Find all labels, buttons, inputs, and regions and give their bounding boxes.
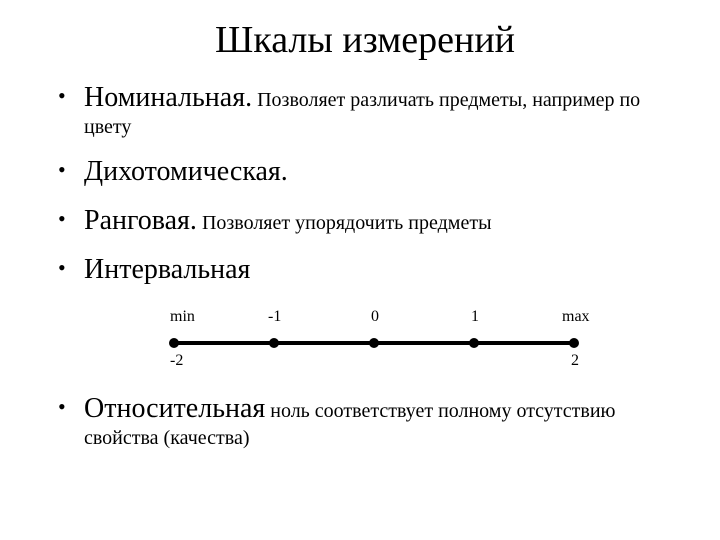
list-item: Интервальная min -2 -1 0 1 max 2 — [58, 252, 680, 373]
term-dichotomic: Дихотомическая. — [84, 156, 288, 187]
number-line-diagram: min -2 -1 0 1 max 2 — [144, 293, 624, 373]
svg-text:1: 1 — [471, 308, 479, 325]
list-item: Относительная ноль соответствует полному… — [58, 391, 680, 451]
svg-text:0: 0 — [371, 308, 379, 325]
term-interval: Интервальная — [84, 254, 250, 285]
svg-text:-1: -1 — [268, 308, 281, 325]
list-item: Номинальная. Позволяет различать предмет… — [58, 80, 680, 140]
bullet-list: Номинальная. Позволяет различать предмет… — [50, 80, 680, 451]
slide-title: Шкалы измерений — [50, 18, 680, 62]
slide: Шкалы измерений Номинальная. Позволяет р… — [0, 0, 720, 540]
term-relative: Относительная — [84, 393, 265, 424]
term-rank: Ранговая. — [84, 205, 197, 236]
list-item: Дихотомическая. — [58, 154, 680, 189]
svg-text:-2: -2 — [170, 352, 183, 369]
svg-text:2: 2 — [571, 352, 579, 369]
svg-text:min: min — [170, 308, 195, 325]
desc-rank: Позволяет упорядочить предметы — [202, 212, 492, 234]
list-item: Ранговая. Позволяет упорядочить предметы — [58, 203, 680, 238]
svg-text:max: max — [562, 308, 590, 325]
term-nominal: Номинальная. — [84, 82, 252, 113]
